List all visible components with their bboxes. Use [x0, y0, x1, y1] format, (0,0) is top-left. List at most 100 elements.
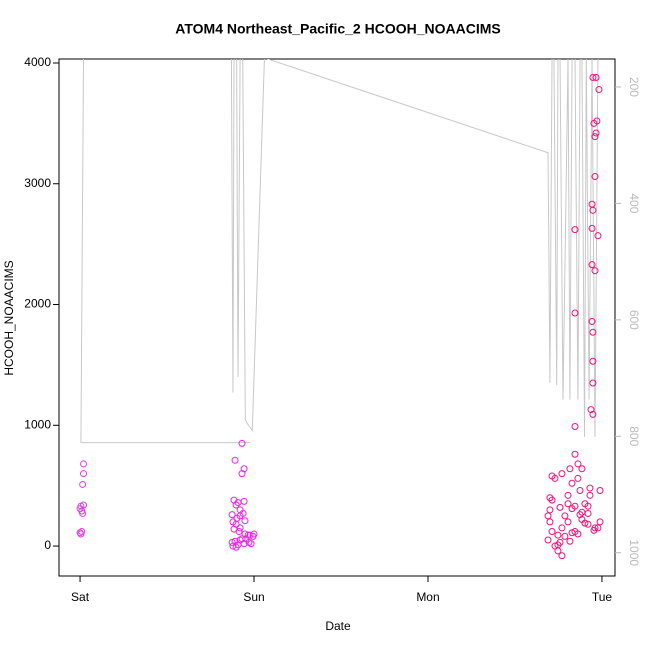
- data-point: [587, 406, 595, 414]
- data-point: [595, 86, 603, 94]
- data-point: [589, 357, 597, 365]
- data-point: [589, 73, 597, 81]
- data-point: [591, 133, 599, 141]
- data-point: [546, 506, 554, 514]
- data-point: [546, 518, 554, 526]
- data-point: [578, 515, 586, 523]
- data-point: [586, 491, 594, 499]
- data-point: [544, 512, 552, 520]
- y2-tick-label: 400: [627, 193, 641, 213]
- data-point: [592, 73, 600, 81]
- data-point: [240, 497, 248, 505]
- data-point: [556, 503, 564, 511]
- y-tick-label: 0: [44, 538, 51, 552]
- data-point: [76, 529, 84, 537]
- data-point: [548, 472, 556, 480]
- data-point: [584, 520, 592, 528]
- data-point: [574, 460, 582, 468]
- data-point: [589, 379, 597, 387]
- x-tick-label: Sun: [243, 590, 264, 604]
- data-point: [588, 317, 596, 325]
- plot-frame: [58, 58, 616, 577]
- data-point: [232, 501, 240, 509]
- data-point: [554, 541, 562, 549]
- data-point: [571, 422, 579, 430]
- y-tick-label: 2000: [24, 297, 51, 311]
- data-point: [588, 224, 596, 232]
- data-point: [591, 267, 599, 275]
- data-point: [247, 540, 255, 548]
- data-point: [554, 531, 562, 539]
- data-point: [591, 173, 599, 181]
- data-point: [596, 518, 604, 526]
- data-point: [78, 528, 86, 536]
- data-point: [568, 529, 576, 537]
- x-tick-label: Tue: [592, 590, 613, 604]
- data-point: [571, 502, 579, 510]
- data-point: [566, 465, 574, 473]
- plot-area: [76, 59, 604, 560]
- data-point: [228, 511, 236, 519]
- data-point: [590, 119, 598, 127]
- y-tick-label: 1000: [24, 417, 51, 431]
- data-point: [558, 524, 566, 532]
- data-point: [566, 537, 574, 545]
- data-point: [229, 542, 237, 550]
- data-point: [564, 491, 572, 499]
- data-point: [584, 509, 592, 517]
- y2-tick-label: 600: [627, 310, 641, 330]
- data-point: [571, 226, 579, 234]
- data-point: [571, 309, 579, 317]
- data-point: [80, 470, 88, 478]
- data-point: [244, 531, 252, 539]
- data-point: [546, 494, 554, 502]
- data-point: [558, 552, 566, 560]
- data-point: [561, 512, 569, 520]
- data-point: [576, 486, 584, 494]
- data-point: [574, 474, 582, 482]
- data-point: [564, 500, 572, 508]
- y-axis-label: HCOOH_NOAACIMS: [2, 260, 16, 375]
- data-point: [584, 502, 592, 510]
- data-point: [80, 501, 88, 509]
- data-point: [228, 538, 236, 546]
- data-point: [564, 518, 572, 526]
- pressure-line: [80, 59, 599, 444]
- data-point: [594, 232, 602, 240]
- data-point: [592, 129, 600, 137]
- data-point: [79, 509, 87, 517]
- data-point: [588, 261, 596, 269]
- data-point: [80, 460, 88, 468]
- data-point: [588, 200, 596, 208]
- data-point: [594, 524, 602, 532]
- y2-tick-label: 800: [627, 426, 641, 446]
- y2-tick-label: 1000: [627, 539, 641, 566]
- data-point: [596, 486, 604, 494]
- y2-tick-label: 200: [627, 77, 641, 97]
- data-point: [231, 456, 239, 464]
- data-point: [561, 532, 569, 540]
- chart-title: ATOM4 Northeast_Pacific_2 HCOOH_NOAACIMS: [175, 21, 500, 37]
- data-point: [568, 479, 576, 487]
- data-point: [589, 410, 597, 418]
- data-point: [238, 470, 246, 478]
- data-point: [558, 470, 566, 478]
- y-tick-label: 4000: [24, 55, 51, 69]
- data-point: [576, 511, 584, 519]
- data-point: [238, 439, 246, 447]
- data-point: [232, 543, 240, 551]
- data-point: [544, 536, 552, 544]
- data-point: [241, 517, 249, 525]
- x-axis-label: Date: [325, 619, 351, 633]
- data-point: [578, 465, 586, 473]
- x-tick-label: Sat: [71, 590, 90, 604]
- data-point: [548, 528, 556, 536]
- data-point: [571, 450, 579, 458]
- data-point: [238, 535, 246, 543]
- data-point: [589, 328, 597, 336]
- data-point: [586, 484, 594, 492]
- x-tick-label: Mon: [416, 590, 439, 604]
- data-point: [230, 525, 238, 533]
- data-point: [589, 206, 597, 214]
